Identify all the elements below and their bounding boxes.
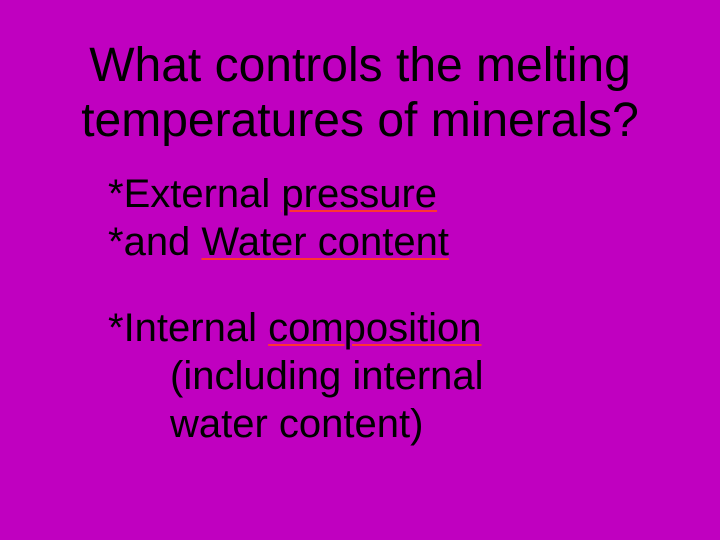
slide: What controls the melting temperatures o… xyxy=(0,0,720,540)
body-line-water: *and Water content xyxy=(108,218,670,266)
text-composition: composition xyxy=(268,306,481,350)
text-external-prefix: *External xyxy=(108,172,281,216)
body-group-2: *Internal composition (including interna… xyxy=(108,304,670,448)
body-group-1: *External pressure *and Water content xyxy=(108,170,670,266)
text-pressure: pressure xyxy=(281,172,437,216)
text-and-prefix: *and xyxy=(108,220,201,264)
body-line-internal: *Internal composition xyxy=(108,304,670,352)
title-line-1: What controls the melting xyxy=(89,39,631,92)
body-line-external: *External pressure xyxy=(108,170,670,218)
text-water-content: Water content xyxy=(201,220,449,264)
text-internal-prefix: *Internal xyxy=(108,306,268,350)
title-line-2: temperatures of minerals? xyxy=(81,94,639,147)
slide-body: *External pressure *and Water content *I… xyxy=(108,170,670,448)
slide-title: What controls the melting temperatures o… xyxy=(70,38,650,148)
body-line-including: (including internal xyxy=(108,352,670,400)
body-line-water-content: water content) xyxy=(108,400,670,448)
